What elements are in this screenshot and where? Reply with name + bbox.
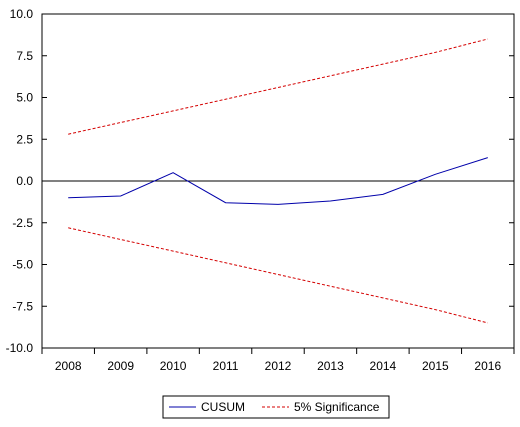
- x-tick-label: 2011: [213, 359, 239, 373]
- x-tick-label: 2008: [55, 359, 82, 373]
- y-axis: 10.0 7.5 5.0 2.5 0.0 -2.5 -5.0 -7.5 -10.0: [6, 7, 514, 355]
- y-tick-label: 5.0: [16, 91, 33, 105]
- y-tick-label: 0.0: [16, 174, 33, 188]
- y-tick-label: -7.5: [12, 299, 33, 313]
- cusum-line: [68, 157, 488, 205]
- legend: CUSUM 5% Significance: [162, 395, 390, 419]
- legend-label-cusum: CUSUM: [201, 400, 245, 414]
- x-tick-label: 2012: [265, 359, 292, 373]
- y-tick-label: -2.5: [12, 216, 33, 230]
- series-group: [68, 38, 488, 324]
- x-tick-label: 2016: [474, 359, 501, 373]
- x-tick-label: 2015: [422, 359, 449, 373]
- x-tick-label: 2013: [317, 359, 344, 373]
- y-tick-label: -10.0: [6, 341, 34, 355]
- y-tick-label: 2.5: [16, 132, 33, 146]
- y-tick-label: 10.0: [10, 7, 34, 21]
- y-tick-label: 7.5: [16, 49, 33, 63]
- legend-box: [162, 395, 390, 419]
- x-tick-label: 2014: [370, 359, 397, 373]
- lower-significance-line: [68, 227, 488, 324]
- y-tick-label: -5.0: [12, 258, 33, 272]
- x-tick-label: 2009: [107, 359, 134, 373]
- legend-label-significance: 5% Significance: [294, 400, 380, 414]
- upper-significance-line: [68, 38, 488, 135]
- x-axis: 2008 2009 2010 2011 2012 2013 2014 2015 2016: [41, 348, 515, 373]
- x-tick-label: 2010: [160, 359, 187, 373]
